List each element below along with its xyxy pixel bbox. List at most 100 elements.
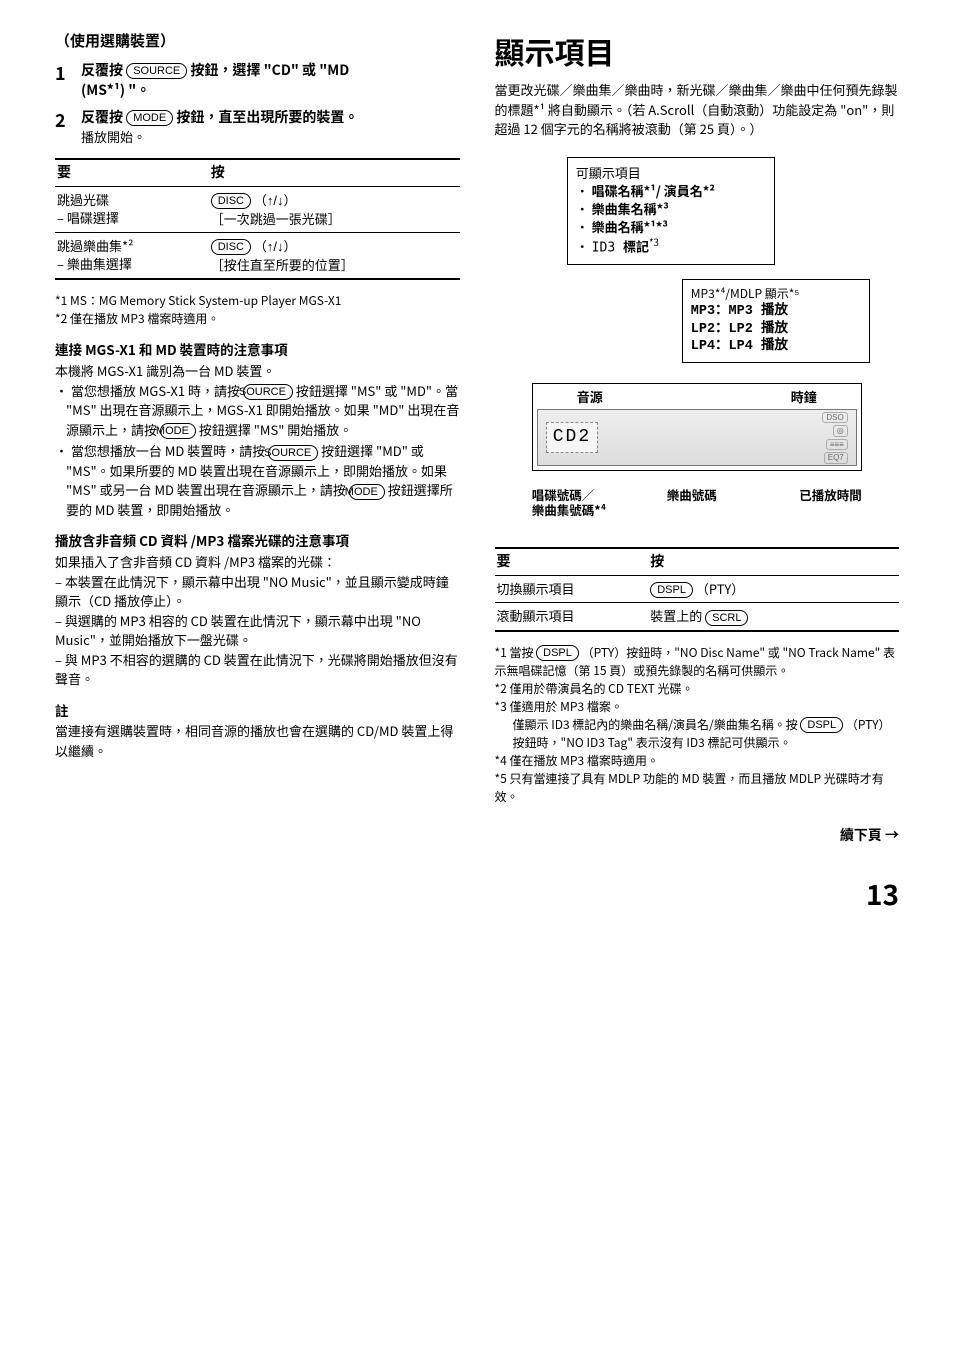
note2-head: 播放含非音頻 CD 資料 /MP3 檔案光碟的注意事項 <box>55 531 460 550</box>
mode-button-label: MODE <box>126 110 173 126</box>
disc-button-label: DISC <box>211 239 251 255</box>
fnb-4: *4 僅在播放 MP3 檔案時適用。 <box>495 752 900 770</box>
control-table-2: 要 按 切換顯示項目 DSPL （PTY） 滾動顯示項目 裝置上的 SCRL <box>495 547 900 632</box>
note2-item1: – 本裝置在此情況下，顯示幕中出現 "NO Music"，並且顯示變成時鐘顯示（… <box>55 572 460 611</box>
dspl-button-label: DSPL <box>650 582 693 598</box>
t1-r1c1b: – 唱碟選擇 <box>57 208 119 227</box>
bl-mid: 樂曲號碼 <box>622 487 762 517</box>
label-clock: 時鐘 <box>791 388 817 406</box>
table-row: 跳過光碟 – 唱碟選擇 DISC （↑/↓） ［一次跳過一張光碟］ <box>55 186 460 232</box>
table-row: 跳過樂曲集*² – 樂曲集選擇 DISC （↑/↓） ［按住直至所要的位置］ <box>55 232 460 279</box>
step-2-text: 反覆按 MODE 按鈕，直至出現所要的裝置。 <box>81 107 358 127</box>
mode-button-label: MODE <box>160 423 196 439</box>
disc-button-label: DISC <box>211 193 251 209</box>
step-2-sub: 播放開始。 <box>81 127 146 146</box>
right-column: 顯示項目 當更改光碟／樂曲集／樂曲時，新光碟／樂曲集／樂曲中任何預先錄製的標題*… <box>495 30 900 845</box>
t2-r1c2-txt: （PTY） <box>696 579 744 598</box>
t1-h2: 按 <box>209 159 460 186</box>
mp3-box: MP3*⁴/MDLP 顯示*⁵ MP3：MP3 播放 LP2：LP2 播放 LP… <box>682 279 870 363</box>
source-button-label: SOURCE <box>268 445 318 461</box>
items-head: 可顯示項目 <box>576 164 766 182</box>
dso-icon: DSO <box>822 412 847 424</box>
t1-r2c2-sub: ［按住直至所要的位置］ <box>211 255 354 274</box>
note1-body: 本機將 MGS-X1 識別為一台 MD 裝置。 <box>55 361 460 381</box>
step-2-number: 2 <box>55 108 81 146</box>
intro-text: 當更改光碟／樂曲集／樂曲時，新光碟／樂曲集／樂曲中任何預先錄製的標題*¹ 將自動… <box>495 80 900 139</box>
bottom-labels: 唱碟號碼／ 樂曲集號碼*⁴ 樂曲號碼 已播放時間 <box>532 487 862 517</box>
mp3-line2: LP2：LP2 播放 <box>691 321 861 339</box>
t1-r2c1b: – 樂曲集選擇 <box>57 254 132 273</box>
list-item: • 當您想播放一台 MD 裝置時，請按 SOURCE 按鈕選擇 "MD" 或 "… <box>55 441 460 519</box>
step-2-suffix: 按鈕，直至出現所要的裝置。 <box>176 107 358 127</box>
step-1: 1 反覆按 SOURCE 按鈕，選擇 "CD" 或 "MD (MS*¹) "。 <box>55 61 460 100</box>
fnb-1: *1 當按 DSPL （PTY）按鈕時，"NO Disc Name" 或 "NO… <box>495 644 900 680</box>
step-1-prefix: 反覆按 <box>81 60 126 80</box>
footnote-1: *1 MS：MG Memory Stick System-up Player M… <box>55 292 460 310</box>
step-2: 2 反覆按 MODE 按鈕，直至出現所要的裝置。 播放開始。 <box>55 108 460 146</box>
t2-r2c1: 滾動顯示項目 <box>495 603 649 631</box>
lcd-screen: CD2 DSO ◎ ≡≡≡ EQ7 <box>537 409 857 466</box>
dspl-button-label: DSPL <box>536 645 579 661</box>
note2-body: 如果插入了含非音頻 CD 資料 /MP3 檔案的光碟： <box>55 552 460 572</box>
diag-i3: 樂曲名稱*¹*³ <box>592 217 668 236</box>
fnb3b: 僅顯示 ID3 標記內的樂曲名稱/演員名/樂曲集名稱。按 <box>513 716 801 733</box>
footnotes-top: *1 MS：MG Memory Stick System-up Player M… <box>55 292 460 328</box>
lcd-panel: 音源 時鐘 CD2 DSO ◎ ≡≡≡ EQ7 <box>532 383 862 471</box>
dspl-button-label: DSPL <box>800 717 843 733</box>
arrows-icon: （↑/↓） <box>254 193 297 208</box>
fnb1a: *1 當按 <box>495 644 537 661</box>
t1-r1c1a: 跳過光碟 <box>57 190 109 209</box>
source-button-label: SOURCE <box>126 63 187 79</box>
note1-list: • 當您想播放 MGS-X1 時，請按 SOURCE 按鈕選擇 "MS" 或 "… <box>55 381 460 520</box>
t2-h1: 要 <box>495 548 649 575</box>
n1b1a: 當您想播放 MGS-X1 時，請按 <box>71 381 243 400</box>
step-1-line2: (MS*¹) "。 <box>81 80 150 100</box>
scrl-button-label: SCRL <box>705 610 748 626</box>
footnote-2: *2 僅在播放 MP3 檔案時適用。 <box>55 310 460 328</box>
t1-r1c2-sub: ［一次跳過一張光碟］ <box>211 209 341 228</box>
t2-r2c2-txt: 裝置上的 <box>650 606 705 625</box>
table-row: 切換顯示項目 DSPL （PTY） <box>495 575 900 602</box>
fnb-3a: *3 僅適用於 MP3 檔案。 <box>495 698 900 716</box>
t2-r1c1: 切換顯示項目 <box>495 575 649 602</box>
diag-i2: 樂曲集名稱*³ <box>592 199 669 218</box>
t2-h2: 按 <box>648 548 899 575</box>
arrows-icon: （↑/↓） <box>254 239 297 254</box>
display-diagram: 可顯示項目 • 唱碟名稱*¹/ 演員名*² • 樂曲集名稱*³ • 樂曲名稱*¹… <box>532 157 862 518</box>
note1-head: 連接 MGS-X1 和 MD 裝置時的注意事項 <box>55 340 460 359</box>
bars-icon: ≡≡≡ <box>826 439 848 451</box>
step-1-mid: 按鈕，選擇 "CD" 或 "MD <box>190 60 349 80</box>
t1-h1: 要 <box>55 159 209 186</box>
display-items-box: 可顯示項目 • 唱碟名稱*¹/ 演員名*² • 樂曲集名稱*³ • 樂曲名稱*¹… <box>567 157 775 265</box>
step-1-text: 反覆按 SOURCE 按鈕，選擇 "CD" 或 "MD <box>81 60 349 80</box>
step-1-number: 1 <box>55 61 81 100</box>
diag-i4: 標記 <box>623 237 649 256</box>
note2-item2: – 與選購的 MP3 相容的 CD 裝置在此情況下，顯示幕中出現 "NO Mus… <box>55 611 460 650</box>
n1b2a: 當您想播放一台 MD 裝置時，請按 <box>71 441 268 460</box>
lcd-text: CD2 <box>546 422 598 453</box>
continue-label: 續下頁 → <box>495 826 900 846</box>
fnb-3b-wrap: 僅顯示 ID3 標記內的樂曲名稱/演員名/樂曲集名稱。按 DSPL （PTY）按… <box>495 716 900 752</box>
bl-left2: 樂曲集號碼*⁴ <box>532 500 606 519</box>
source-button-label: SOURCE <box>243 384 293 400</box>
table-row: 滾動顯示項目 裝置上的 SCRL <box>495 603 900 631</box>
label-source: 音源 <box>577 388 603 406</box>
page-title: 顯示項目 <box>495 30 900 72</box>
page-number: 13 <box>0 875 954 939</box>
note2-item3: – 與 MP3 不相容的選購的 CD 裝置在此情況下，光碟將開始播放但沒有聲音。 <box>55 650 460 689</box>
note3-head: 註 <box>55 701 460 720</box>
t1-r2c1a: 跳過樂曲集*² <box>57 236 133 255</box>
note3-body: 當連接有選購裝置時，相同音源的播放也會在選購的 CD/MD 裝置上得以繼續。 <box>55 721 460 760</box>
lcd-icons: DSO ◎ ≡≡≡ EQ7 <box>822 411 847 465</box>
disc-icon: ◎ <box>833 425 848 437</box>
step-2-prefix: 反覆按 <box>81 107 126 127</box>
fnb-5: *5 只有當連接了具有 MDLP 功能的 MD 裝置，而且播放 MDLP 光碟時… <box>495 770 900 806</box>
eq7-icon: EQ7 <box>824 452 848 464</box>
fnb-2: *2 僅用於帶演員名的 CD TEXT 光碟。 <box>495 680 900 698</box>
mp3-line3: LP4：LP4 播放 <box>691 338 861 356</box>
control-table-1: 要 按 跳過光碟 – 唱碟選擇 DISC （↑/↓） ［一次跳過一張光碟］ 跳過… <box>55 158 460 280</box>
section-header: （使用選購裝置） <box>55 30 460 51</box>
mp3-head: MP3*⁴/MDLP 顯示*⁵ <box>691 286 861 302</box>
left-column: （使用選購裝置） 1 反覆按 SOURCE 按鈕，選擇 "CD" 或 "MD (… <box>55 30 460 845</box>
mode-button-label: MODE <box>349 484 385 500</box>
